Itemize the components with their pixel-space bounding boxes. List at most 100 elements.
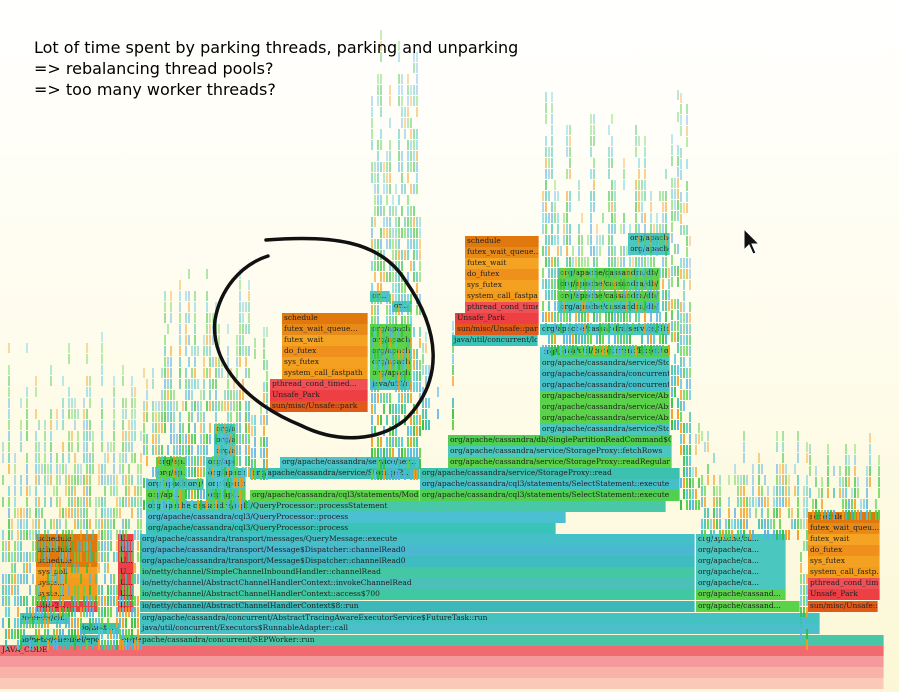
flame-frame[interactable]: io/netty/channel/AbstractChannelHandlerC… bbox=[140, 589, 695, 600]
flame-frame[interactable]: io/netty/channel/AbstractChannelHandlerC… bbox=[140, 601, 695, 612]
flame-frame[interactable]: do_futex bbox=[465, 269, 539, 280]
flame-spike bbox=[101, 442, 103, 452]
flame-frame[interactable]: org/apache/ca... bbox=[696, 545, 786, 556]
flame-frame[interactable]: org/apache/cassandra/concurrent/SEPWorke… bbox=[120, 635, 884, 646]
flame-frame[interactable]: io/nett... bbox=[80, 623, 120, 634]
flame-spike bbox=[167, 412, 169, 422]
flame-frame[interactable]: futex_wait bbox=[465, 258, 539, 269]
flame-frame[interactable]: system_call_fastp... bbox=[808, 567, 880, 578]
flame-spike bbox=[119, 530, 121, 540]
flame-spike bbox=[215, 423, 217, 433]
flame-spike bbox=[182, 478, 184, 488]
flame-frame[interactable]: Unsafe_Park bbox=[455, 313, 539, 324]
flame-spike bbox=[401, 173, 403, 183]
flame-frame[interactable]: org/apache/ca... bbox=[696, 556, 786, 567]
flame-frame[interactable]: org/apache/cassandra/concurrent/... bbox=[540, 380, 670, 391]
flame-frame[interactable]: sys_poll bbox=[36, 567, 98, 578]
flame-frame[interactable]: Unsafe_Park bbox=[270, 390, 368, 401]
flame-frame[interactable]: pthread_cond_timed... bbox=[270, 379, 368, 390]
flame-frame[interactable]: java/util/concurrent/lo... bbox=[452, 335, 538, 346]
flame-frame[interactable]: org/apache/cassandra/service/Stor... bbox=[540, 424, 670, 435]
flame-frame[interactable]: org/apache/cassandra/service/Abstr... bbox=[540, 402, 670, 413]
flame-frame[interactable]: schedule bbox=[282, 313, 368, 324]
flame-frame[interactable]: org/apache/ca... bbox=[696, 567, 786, 578]
flame-spike bbox=[653, 235, 655, 245]
flame-frame[interactable]: libc-2.1... bbox=[36, 601, 98, 612]
flame-spike bbox=[413, 162, 415, 172]
flame-spike bbox=[50, 607, 52, 617]
flame-frame[interactable]: do_futex bbox=[282, 346, 368, 357]
flame-frame[interactable]: U... bbox=[118, 556, 134, 567]
flame-frame[interactable]: org/apache/cassandra/service/StorageProx… bbox=[420, 468, 680, 479]
flame-spike bbox=[665, 202, 667, 212]
flame-frame[interactable]: org/apach... bbox=[206, 479, 246, 490]
flame-frame[interactable]: org/apache/cassandra/concurrent/Abstract… bbox=[140, 613, 820, 624]
flame-frame[interactable]: org/apache/ca... bbox=[628, 233, 670, 244]
flame-frame[interactable]: sun/misc/Unsafe::... bbox=[808, 601, 878, 612]
flame-frame[interactable]: JAVA_CODE bbox=[0, 645, 884, 656]
flame-frame[interactable]: U... bbox=[118, 567, 134, 578]
flame-frame[interactable]: futex_wait bbox=[808, 534, 880, 545]
flame-frame[interactable]: system_call_fastpath bbox=[465, 291, 539, 302]
flame-frame[interactable]: org/apache/cassandra/cql3/statements/Mod… bbox=[250, 490, 420, 501]
flame-frame[interactable]: schedule bbox=[36, 534, 98, 545]
flame-frame[interactable]: org/apach... bbox=[370, 368, 412, 379]
flame-spike bbox=[371, 470, 373, 480]
flame-frame[interactable]: sys_futex bbox=[465, 280, 539, 291]
flame-frame[interactable]: org/apache/cassandra/transport/Message$D… bbox=[140, 556, 695, 567]
flame-frame[interactable]: org/apache/cassandra/cql3/QueryProcessor… bbox=[146, 512, 566, 523]
flame-frame[interactable]: org/apach... bbox=[186, 479, 204, 490]
flame-frame[interactable]: org/apache/cassandra/db/S... bbox=[558, 291, 660, 302]
flame-frame[interactable]: futex_wait_queue... bbox=[465, 247, 539, 258]
flame-frame[interactable]: org/apache/cassandra/service/Abstr... bbox=[540, 413, 670, 424]
flame-frame[interactable]: org/apache/cassandra/concurrent/... bbox=[540, 369, 670, 380]
flame-frame[interactable]: futex_wait_queue... bbox=[282, 324, 368, 335]
flame-frame[interactable]: org/apache/cassandra/service/Abstr... bbox=[540, 391, 670, 402]
flame-frame[interactable]: org/apache/cassandra/transport/messages/… bbox=[140, 534, 695, 545]
flame-frame[interactable]: do_futex bbox=[808, 545, 880, 556]
flame-frame[interactable]: pthread_cond_timed... bbox=[465, 302, 539, 313]
flame-frame[interactable]: sun/misc/Unsafe::park bbox=[270, 401, 368, 412]
flame-spike bbox=[206, 368, 208, 378]
flame-frame[interactable]: org/apache/cassand... bbox=[696, 589, 786, 600]
flame-frame[interactable]: org/apache/cassandra/db/S... bbox=[558, 279, 660, 290]
flame-frame[interactable]: futex_wait_queu... bbox=[808, 523, 880, 534]
flame-frame[interactable]: org/apach... bbox=[370, 357, 412, 368]
flame-frame[interactable]: pthread_cond_tim... bbox=[808, 578, 880, 589]
flame-frame[interactable]: io/netty/channel/AbstractChannelHandlerC… bbox=[140, 578, 695, 589]
flame-frame[interactable]: org/apach... bbox=[214, 446, 236, 457]
flame-frame[interactable]: org/apache/cassandra/service/Stor... bbox=[540, 358, 670, 369]
flame-spike bbox=[29, 640, 31, 650]
flame-frame[interactable]: org/apache/cassandra/cql3/QueryProcessor… bbox=[146, 523, 556, 534]
flame-frame[interactable]: org/apache/ca... bbox=[628, 244, 670, 255]
flame-frame[interactable]: io/netty/channel/SimpleChannelInboundHan… bbox=[140, 567, 695, 578]
flame-frame[interactable]: org/apach... bbox=[370, 324, 412, 335]
flame-spike bbox=[680, 434, 682, 444]
flame-frame[interactable]: org/apache/cassandra/transport/Message$D… bbox=[140, 545, 695, 556]
flame-spike bbox=[623, 279, 625, 289]
flame-frame[interactable]: sys_futex bbox=[808, 556, 880, 567]
flame-frame[interactable]: org/apache/cassandra/cql3/statements/Sel… bbox=[420, 479, 680, 490]
flame-frame[interactable]: java/util/concurrent/Executors$RunnableA… bbox=[140, 623, 820, 634]
flame-frame[interactable]: org/apache/cassandra/service/StorageProx… bbox=[448, 446, 672, 457]
flame-frame[interactable]: Unsafe_Park bbox=[808, 589, 880, 600]
flame-frame[interactable]: org/apache/cassandra/cql3/statements/Sel… bbox=[420, 490, 680, 501]
flame-frame[interactable]: org/ap... bbox=[206, 490, 246, 501]
flame-frame[interactable]: schedule bbox=[36, 556, 98, 567]
flame-frame[interactable]: futex_wait bbox=[282, 335, 368, 346]
flame-spike bbox=[98, 629, 100, 639]
flame-spike bbox=[386, 448, 388, 458]
flame-frame[interactable]: sys_futex bbox=[282, 357, 368, 368]
flame-spike bbox=[383, 349, 385, 359]
flame-frame[interactable]: org/apache/cassandra/cql3/QueryProcessor… bbox=[146, 501, 666, 512]
flame-frame[interactable]: org/apache/cassandra/db/SinglePartitionR… bbox=[448, 435, 672, 446]
flame-spike bbox=[698, 500, 700, 510]
flame-spike bbox=[239, 291, 241, 301]
flame-frame[interactable]: org/apache/ca... bbox=[696, 578, 786, 589]
flame-frame[interactable]: system_call_fastpath bbox=[282, 368, 368, 379]
flame-frame[interactable]: sun/misc/Unsafe::park bbox=[455, 324, 539, 335]
flame-frame[interactable]: org/apache/cassandra/service/StorageP... bbox=[250, 468, 420, 479]
flame-frame[interactable]: org/apache/cassand... bbox=[696, 601, 800, 612]
flame-frame[interactable]: org/apache/cassandra/service/StorageProx… bbox=[448, 457, 672, 468]
flame-frame[interactable]: schedule bbox=[465, 236, 539, 247]
